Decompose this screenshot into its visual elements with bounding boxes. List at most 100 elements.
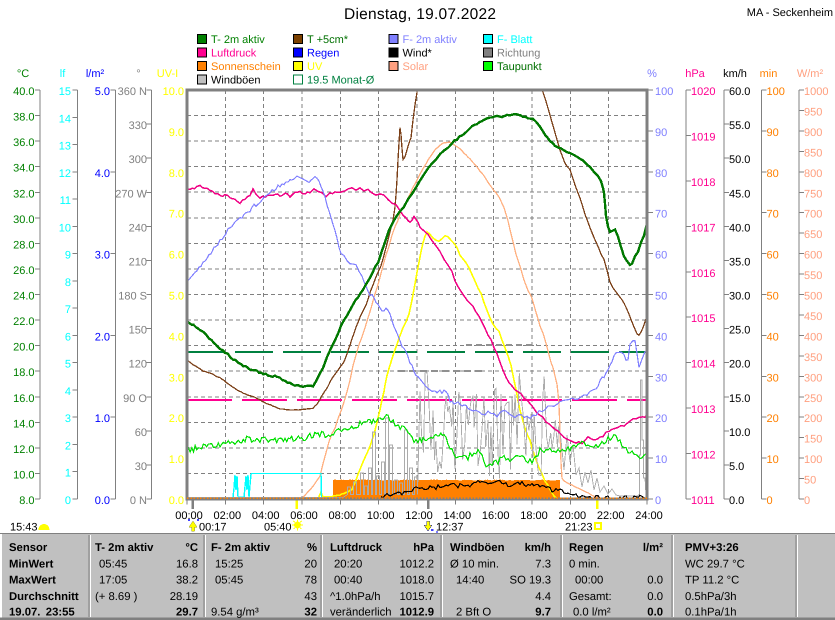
- svg-text:22.0: 22.0: [13, 316, 34, 328]
- svg-text:1012.9: 1012.9: [399, 606, 434, 618]
- svg-text:60: 60: [135, 427, 147, 439]
- svg-text:12:00: 12:00: [405, 510, 433, 522]
- svg-text:0.0: 0.0: [729, 495, 744, 507]
- svg-text:20.0: 20.0: [13, 342, 34, 354]
- svg-text:Sonnenschein: Sonnenschein: [211, 61, 281, 73]
- svg-text:24.0: 24.0: [13, 291, 34, 303]
- svg-text:17:05: 17:05: [99, 575, 127, 587]
- svg-text:3.0: 3.0: [169, 372, 184, 384]
- svg-text:210: 210: [129, 256, 147, 268]
- svg-text:8.0: 8.0: [169, 168, 184, 180]
- svg-text:900: 900: [804, 127, 822, 139]
- svg-text:100: 100: [655, 86, 673, 98]
- svg-text:400: 400: [804, 331, 822, 343]
- svg-text:11: 11: [60, 195, 71, 207]
- svg-text:4.4: 4.4: [535, 591, 551, 603]
- svg-text:06:00: 06:00: [290, 510, 318, 522]
- svg-text:Luftdruck: Luftdruck: [330, 542, 383, 554]
- svg-text:34.0: 34.0: [13, 163, 34, 175]
- svg-text:45.0: 45.0: [729, 188, 750, 200]
- svg-text:250: 250: [804, 393, 822, 405]
- svg-text:MinWert: MinWert: [9, 558, 54, 570]
- svg-text:13: 13: [59, 141, 71, 153]
- svg-text:15:43: 15:43: [10, 522, 38, 534]
- svg-text:UV: UV: [307, 61, 323, 73]
- svg-text:veränderlich: veränderlich: [330, 606, 392, 618]
- svg-text:F- 2m aktiv: F- 2m aktiv: [211, 542, 271, 554]
- svg-text:750: 750: [804, 188, 822, 200]
- svg-text:60.0: 60.0: [729, 86, 750, 98]
- svg-text:300: 300: [804, 372, 822, 384]
- svg-text:90: 90: [767, 127, 779, 139]
- svg-text:min: min: [760, 68, 778, 80]
- svg-text:200: 200: [804, 413, 822, 425]
- svg-text:Solar: Solar: [403, 61, 429, 73]
- svg-text:600: 600: [804, 250, 822, 262]
- svg-text:270 W: 270 W: [115, 188, 147, 200]
- svg-text:7.3: 7.3: [535, 558, 551, 570]
- svg-text:km/h: km/h: [723, 68, 747, 80]
- svg-text:150: 150: [804, 434, 822, 446]
- svg-text:0: 0: [655, 495, 661, 507]
- svg-text:360 N: 360 N: [118, 86, 147, 98]
- svg-text:30: 30: [655, 372, 667, 384]
- svg-text:20:20: 20:20: [334, 558, 362, 570]
- svg-text:1014: 1014: [691, 359, 715, 371]
- svg-text:300: 300: [129, 154, 147, 166]
- svg-text:8: 8: [65, 277, 71, 289]
- svg-text:00:40: 00:40: [334, 575, 362, 587]
- svg-text:32.0: 32.0: [13, 188, 34, 200]
- svg-text:850: 850: [804, 147, 822, 159]
- svg-text:29.7: 29.7: [176, 606, 198, 618]
- svg-text:26.0: 26.0: [13, 265, 34, 277]
- svg-text:0 min.: 0 min.: [569, 558, 600, 570]
- svg-text:Richtung: Richtung: [497, 48, 540, 60]
- svg-text:12:37: 12:37: [436, 522, 464, 534]
- svg-text:TP 11.2 °C: TP 11.2 °C: [685, 575, 739, 587]
- svg-text:24:00: 24:00: [635, 510, 663, 522]
- svg-text:16.8: 16.8: [176, 558, 198, 570]
- svg-text:30: 30: [767, 372, 779, 384]
- svg-text:20: 20: [304, 558, 317, 570]
- svg-text:500: 500: [804, 291, 822, 303]
- svg-text:90 O: 90 O: [123, 393, 147, 405]
- svg-text:14.0: 14.0: [13, 418, 34, 430]
- svg-text:20.0: 20.0: [729, 359, 750, 371]
- svg-text:0.0 l/m²: 0.0 l/m²: [573, 606, 611, 618]
- svg-text:1016: 1016: [691, 268, 715, 280]
- svg-text:2.0: 2.0: [95, 331, 110, 343]
- svg-text:°C: °C: [17, 68, 29, 80]
- svg-text:4.0: 4.0: [95, 168, 110, 180]
- svg-text:Dienstag, 19.07.2022: Dienstag, 19.07.2022: [344, 6, 496, 23]
- svg-text:19.07. 23:55: 19.07. 23:55: [9, 606, 75, 618]
- svg-text:9.0: 9.0: [169, 127, 184, 139]
- svg-text:19.5 Monat-Ø: 19.5 Monat-Ø: [307, 75, 375, 87]
- svg-text:0: 0: [767, 495, 773, 507]
- svg-text:5.0: 5.0: [729, 461, 744, 473]
- svg-text:35.0: 35.0: [729, 256, 750, 268]
- svg-text:5.0: 5.0: [169, 291, 184, 303]
- svg-text:Regen: Regen: [569, 542, 604, 554]
- svg-text:80: 80: [767, 168, 779, 180]
- svg-text:1.0: 1.0: [169, 454, 184, 466]
- svg-text:38.0: 38.0: [13, 112, 34, 124]
- svg-text:28.19: 28.19: [170, 591, 198, 603]
- svg-text:100: 100: [804, 454, 822, 466]
- svg-text:Taupunkt: Taupunkt: [497, 61, 542, 73]
- svg-text:350: 350: [804, 352, 822, 364]
- svg-text:18.0: 18.0: [13, 367, 34, 379]
- svg-text:^1.0hPa/h: ^1.0hPa/h: [330, 591, 381, 603]
- svg-text:Windböen: Windböen: [211, 75, 261, 87]
- svg-text:30: 30: [135, 461, 147, 473]
- svg-text:02:00: 02:00: [214, 510, 242, 522]
- svg-text:T- 2m aktiv: T- 2m aktiv: [211, 34, 265, 46]
- svg-text:0.5hPa/3h: 0.5hPa/3h: [685, 591, 737, 603]
- svg-text:1.0: 1.0: [95, 413, 110, 425]
- svg-text:0.0: 0.0: [95, 495, 110, 507]
- svg-text:hPa: hPa: [413, 542, 434, 554]
- svg-text:Ø 10 min.: Ø 10 min.: [450, 558, 499, 570]
- svg-text:00:00: 00:00: [175, 510, 203, 522]
- svg-text:55.0: 55.0: [729, 120, 750, 132]
- svg-text:12: 12: [59, 168, 71, 180]
- svg-text:180 S: 180 S: [118, 291, 147, 303]
